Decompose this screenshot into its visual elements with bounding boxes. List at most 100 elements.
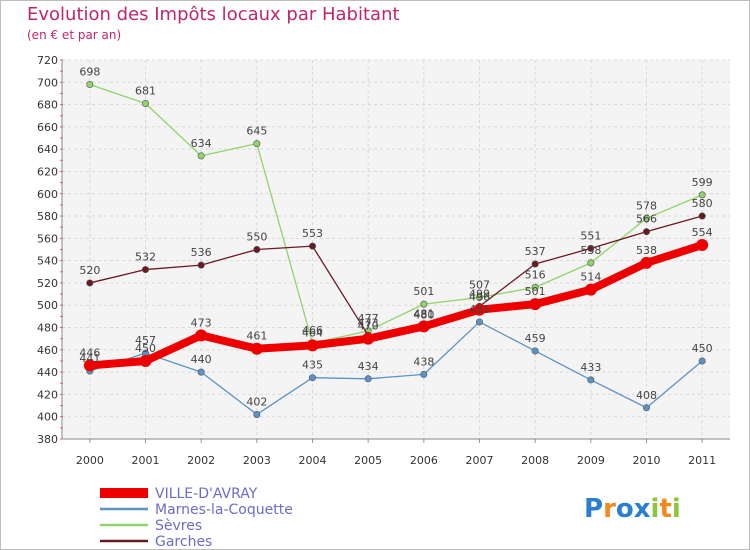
x-tick-label: 2010 <box>633 454 661 467</box>
legend-label-sevres: Sèvres <box>155 518 202 534</box>
data-point-sevres <box>475 293 483 301</box>
legend-label-marnes-la-coquette: Marnes-la-Coquette <box>155 502 293 518</box>
data-label-marnes-la-coquette: 435 <box>302 359 323 372</box>
data-label-ville-d-avray: 481 <box>413 307 434 320</box>
y-tick-label: 540 <box>37 255 58 268</box>
data-point-ville-d-avray <box>139 354 152 367</box>
x-tick-label: 2009 <box>577 454 605 467</box>
y-tick-label: 460 <box>37 344 58 357</box>
y-tick-label: 700 <box>37 76 58 89</box>
data-label-garches: 550 <box>246 231 267 244</box>
y-tick-label: 720 <box>37 54 58 67</box>
data-label-ville-d-avray: 450 <box>135 342 156 355</box>
data-point-ville-d-avray <box>417 320 430 333</box>
x-tick-label: 2005 <box>354 454 382 467</box>
data-label-marnes-la-coquette: 434 <box>358 360 379 373</box>
data-point-ville-d-avray <box>306 339 319 352</box>
data-label-sevres: 501 <box>413 285 434 298</box>
data-point-ville-d-avray <box>640 256 653 269</box>
data-label-marnes-la-coquette: 402 <box>246 395 267 408</box>
data-label-sevres: 681 <box>135 84 156 97</box>
data-label-garches: 580 <box>692 197 713 210</box>
data-point-marnes-la-coquette <box>420 370 428 378</box>
data-label-garches: 537 <box>525 245 546 258</box>
data-point-ville-d-avray <box>529 298 542 311</box>
data-label-marnes-la-coquette: 433 <box>580 361 601 374</box>
x-tick-label: 2003 <box>243 454 271 467</box>
series-line-marnes-la-coquette <box>89 321 703 416</box>
data-point-marnes-la-coquette <box>197 368 205 376</box>
data-label-sevres: 599 <box>692 176 713 189</box>
chart-subtitle: (en € et par an) <box>27 28 122 42</box>
y-tick-label: 660 <box>37 121 58 134</box>
x-tick-label: 2011 <box>688 454 716 467</box>
data-point-sevres <box>531 283 539 291</box>
data-point-marnes-la-coquette <box>587 376 595 384</box>
y-tick-label: 520 <box>37 277 58 290</box>
data-point-marnes-la-coquette <box>698 357 706 365</box>
data-label-marnes-la-coquette: 408 <box>636 389 657 402</box>
data-point-garches <box>197 261 205 269</box>
data-label-sevres: 507 <box>469 278 490 291</box>
chart-title: Evolution des Impôts locaux par Habitant <box>27 4 400 25</box>
data-label-ville-d-avray: 470 <box>358 320 379 333</box>
x-tick-label: 2007 <box>466 454 494 467</box>
data-label-marnes-la-coquette: 438 <box>413 355 434 368</box>
data-label-marnes-la-coquette: 485 <box>469 303 490 316</box>
data-label-sevres: 516 <box>525 268 546 281</box>
data-label-ville-d-avray: 538 <box>636 244 657 257</box>
x-tick-label: 2006 <box>410 454 438 467</box>
data-point-sevres <box>698 191 706 199</box>
data-label-sevres: 578 <box>636 199 657 212</box>
y-tick-label: 400 <box>37 411 58 424</box>
data-point-garches <box>642 228 650 236</box>
data-point-sevres <box>642 214 650 222</box>
data-label-garches: 566 <box>636 213 657 226</box>
y-tick-label: 480 <box>37 322 58 335</box>
y-tick-label: 420 <box>37 388 58 401</box>
data-label-garches: 499 <box>469 287 490 300</box>
y-tick-label: 600 <box>37 188 58 201</box>
data-label-marnes-la-coquette: 440 <box>191 353 212 366</box>
y-tick-label: 580 <box>37 210 58 223</box>
series-line-sevres <box>89 83 703 344</box>
data-label-marnes-la-coquette: 450 <box>692 342 713 355</box>
y-tick-label: 640 <box>37 143 58 156</box>
data-label-ville-d-avray: 473 <box>191 316 212 329</box>
x-tick-label: 2004 <box>299 454 327 467</box>
data-label-garches: 520 <box>79 264 100 277</box>
data-point-marnes-la-coquette <box>253 410 261 418</box>
data-label-sevres: 477 <box>358 312 379 325</box>
data-label-ville-d-avray: 461 <box>246 330 267 343</box>
data-point-ville-d-avray <box>584 283 597 296</box>
data-label-garches: 553 <box>302 227 323 240</box>
y-tick-label: 680 <box>37 99 58 112</box>
y-tick-label: 500 <box>37 299 58 312</box>
data-label-ville-d-avray: 464 <box>302 326 323 339</box>
data-point-garches <box>531 260 539 268</box>
data-label-garches: 551 <box>580 229 601 242</box>
plot-area <box>62 60 730 439</box>
data-label-ville-d-avray: 501 <box>525 285 546 298</box>
data-point-marnes-la-coquette <box>475 318 483 326</box>
data-point-sevres <box>86 81 94 89</box>
data-label-sevres: 466 <box>302 324 323 337</box>
data-label-marnes-la-coquette: 441 <box>79 352 100 365</box>
y-tick-label: 380 <box>37 433 58 446</box>
data-point-sevres <box>142 99 150 107</box>
x-tick-label: 2008 <box>521 454 549 467</box>
data-label-ville-d-avray: 514 <box>580 271 601 284</box>
data-point-sevres <box>197 152 205 160</box>
data-point-garches <box>253 246 261 254</box>
data-label-sevres: 538 <box>580 244 601 257</box>
data-point-garches <box>698 212 706 220</box>
data-point-garches <box>86 279 94 287</box>
data-point-ville-d-avray <box>250 342 263 355</box>
data-point-garches <box>142 266 150 274</box>
data-label-garches: 532 <box>135 251 156 264</box>
data-point-marnes-la-coquette <box>531 347 539 355</box>
data-point-ville-d-avray <box>362 332 375 345</box>
x-tick-label: 2000 <box>76 454 104 467</box>
data-point-garches <box>308 242 316 250</box>
